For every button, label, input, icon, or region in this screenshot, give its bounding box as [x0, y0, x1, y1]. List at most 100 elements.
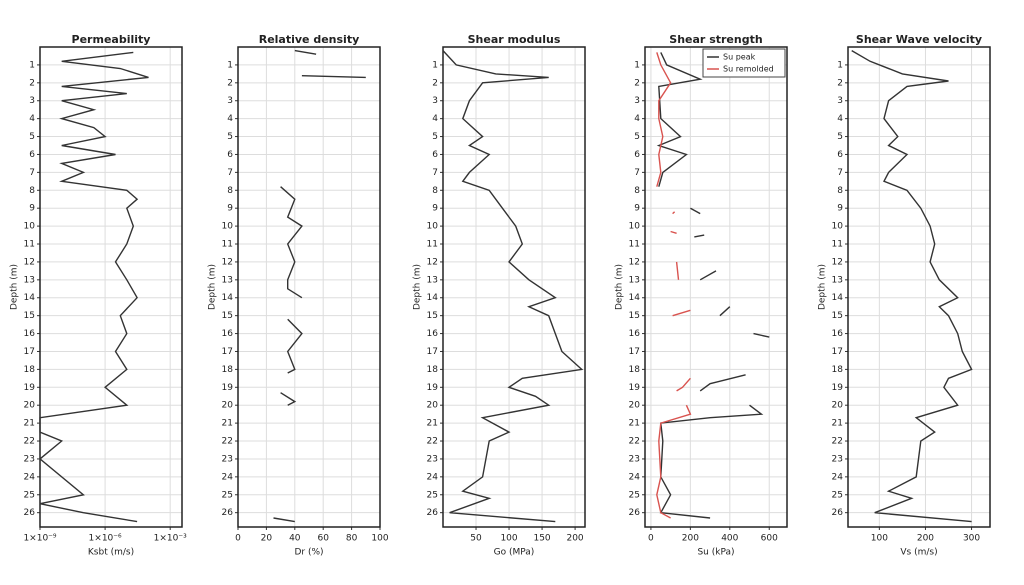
x-tick-label: 150 — [533, 534, 550, 544]
y-tick-label: 10 — [629, 222, 641, 232]
y-tick-label: 15 — [222, 311, 233, 321]
y-tick-label: 17 — [629, 347, 640, 357]
y-tick-label: 19 — [427, 383, 439, 393]
y-tick-label: 20 — [832, 401, 844, 411]
x-tick-label: 0 — [235, 534, 241, 544]
x-axis-label: Ksbt (m/s) — [88, 548, 134, 558]
y-tick-label: 13 — [832, 275, 843, 285]
y-tick-label: 13 — [24, 275, 35, 285]
y-tick-label: 8 — [227, 186, 233, 196]
chart-title: Permeability — [72, 33, 151, 46]
x-tick-label: 60 — [317, 534, 329, 544]
y-tick-label: 8 — [29, 186, 35, 196]
y-tick-label: 25 — [832, 490, 843, 500]
y-tick-label: 7 — [227, 168, 233, 178]
y-tick-label: 24 — [24, 472, 36, 482]
y-tick-label: 10 — [24, 222, 36, 232]
plot-frame — [39, 46, 183, 528]
y-tick-label: 20 — [427, 401, 439, 411]
y-tick-label: 14 — [24, 293, 36, 303]
x-tick-label: 1×10⁻³ — [154, 534, 187, 544]
y-tick-label: 22 — [24, 437, 35, 447]
y-tick-label: 14 — [629, 293, 641, 303]
y-tick-label: 9 — [634, 204, 640, 214]
y-tick-label: 7 — [634, 168, 640, 178]
y-tick-label: 19 — [222, 383, 234, 393]
y-tick-label: 24 — [427, 472, 439, 482]
plot-frame — [237, 46, 381, 528]
y-tick-label: 1 — [432, 60, 438, 70]
y-tick-label: 13 — [629, 275, 640, 285]
y-tick-label: 17 — [427, 347, 438, 357]
chart-title: Shear modulus — [468, 33, 561, 46]
y-tick-label: 6 — [227, 150, 233, 160]
y-tick-label: 26 — [427, 508, 439, 518]
x-tick-label: 200 — [917, 534, 934, 544]
y-tick-label: 1 — [227, 60, 233, 70]
y-tick-label: 8 — [432, 186, 438, 196]
y-tick-label: 9 — [29, 204, 35, 214]
y-tick-label: 23 — [222, 454, 233, 464]
y-tick-label: 15 — [832, 311, 843, 321]
y-tick-label: 26 — [832, 508, 844, 518]
legend-label: Su remolded — [723, 65, 774, 74]
x-tick-label: 600 — [761, 534, 778, 544]
y-tick-label: 18 — [427, 365, 439, 375]
y-tick-label: 1 — [837, 60, 843, 70]
x-tick-label: 0 — [648, 534, 654, 544]
x-tick-label: 1×10⁻⁹ — [23, 534, 56, 544]
y-tick-label: 21 — [427, 419, 438, 429]
y-tick-label: 17 — [24, 347, 35, 357]
y-tick-label: 25 — [222, 490, 233, 500]
x-tick-label: 100 — [500, 534, 517, 544]
y-tick-label: 18 — [222, 365, 234, 375]
y-tick-label: 26 — [222, 508, 234, 518]
y-tick-label: 1 — [634, 60, 640, 70]
y-tick-label: 11 — [24, 240, 35, 250]
y-tick-label: 12 — [427, 257, 438, 267]
y-tick-label: 3 — [432, 96, 438, 106]
y-tick-label: 5 — [227, 132, 233, 142]
y-tick-label: 24 — [629, 472, 641, 482]
chart-title: Relative density — [259, 33, 360, 46]
y-tick-label: 21 — [222, 419, 233, 429]
y-tick-label: 4 — [432, 114, 438, 124]
y-tick-label: 2 — [837, 78, 843, 88]
y-tick-label: 6 — [634, 150, 640, 160]
y-tick-label: 2 — [634, 78, 640, 88]
y-tick-label: 23 — [24, 454, 35, 464]
legend-label: Su peak — [723, 53, 756, 62]
y-tick-label: 2 — [29, 78, 35, 88]
y-tick-label: 22 — [427, 437, 438, 447]
y-tick-label: 25 — [24, 490, 35, 500]
y-tick-label: 20 — [222, 401, 234, 411]
y-axis-label: Depth (m) — [10, 264, 20, 310]
x-tick-label: 200 — [566, 534, 583, 544]
y-tick-label: 11 — [427, 240, 438, 250]
y-tick-label: 20 — [24, 401, 36, 411]
y-tick-label: 3 — [227, 96, 233, 106]
y-tick-label: 2 — [432, 78, 438, 88]
y-tick-label: 15 — [24, 311, 35, 321]
y-tick-label: 9 — [227, 204, 233, 214]
y-tick-label: 13 — [222, 275, 233, 285]
y-tick-label: 25 — [427, 490, 438, 500]
x-tick-label: 20 — [261, 534, 273, 544]
y-tick-label: 13 — [427, 275, 438, 285]
y-tick-label: 5 — [634, 132, 640, 142]
y-tick-label: 16 — [427, 329, 439, 339]
y-tick-label: 25 — [629, 490, 640, 500]
x-tick-label: 40 — [289, 534, 301, 544]
y-tick-label: 18 — [832, 365, 844, 375]
y-tick-label: 18 — [24, 365, 36, 375]
x-tick-label: 300 — [963, 534, 980, 544]
y-tick-label: 16 — [24, 329, 36, 339]
data-line — [656, 52, 692, 519]
x-tick-label: 50 — [470, 534, 482, 544]
y-tick-label: 14 — [832, 293, 844, 303]
y-tick-label: 19 — [832, 383, 844, 393]
plot-frame — [847, 46, 991, 528]
y-tick-label: 16 — [629, 329, 641, 339]
y-tick-label: 7 — [432, 168, 438, 178]
